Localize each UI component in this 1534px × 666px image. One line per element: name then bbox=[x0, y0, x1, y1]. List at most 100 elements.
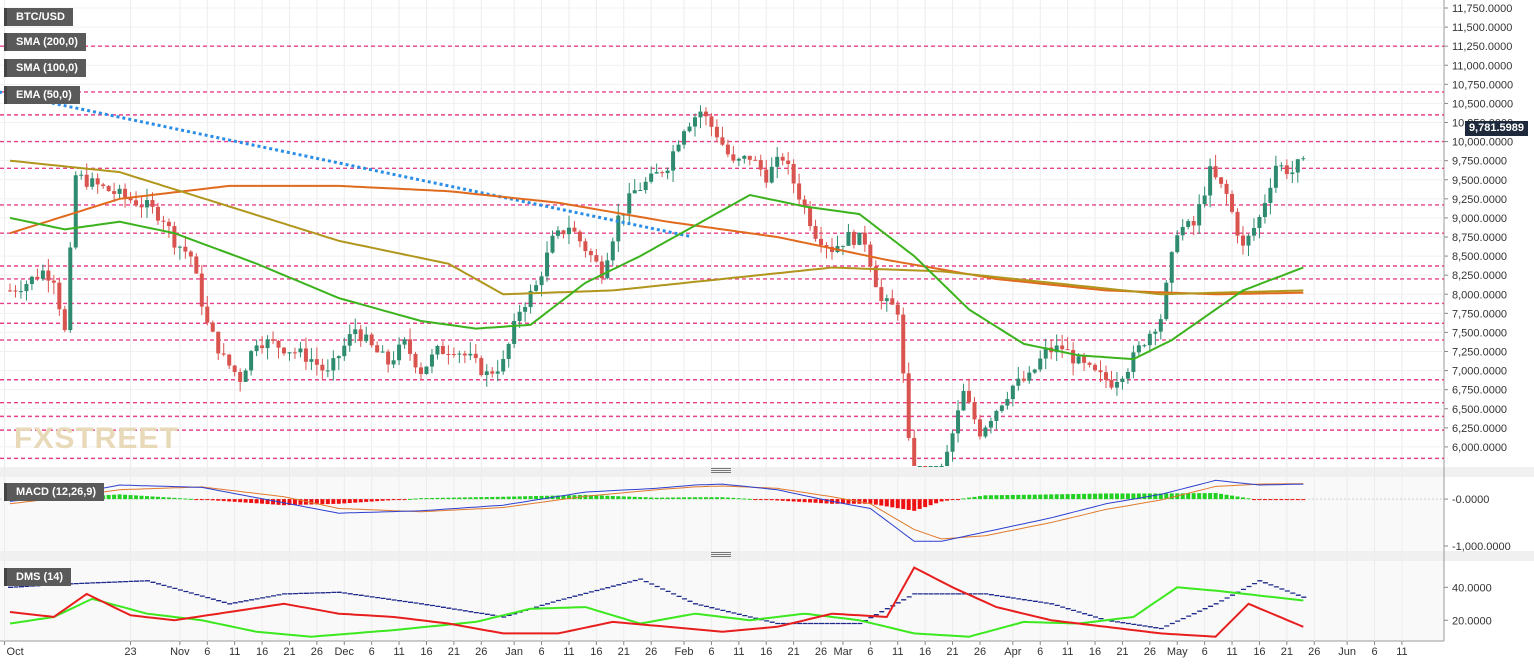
minus-di-line bbox=[9, 566, 1304, 638]
candle-body bbox=[588, 251, 593, 256]
legend-macd-label: MACD (12,26,9) bbox=[16, 486, 97, 498]
candle-body bbox=[18, 291, 23, 293]
macd-histogram-bar bbox=[419, 498, 423, 500]
candle-body bbox=[353, 329, 358, 335]
legend-btcusd[interactable]: BTC/USD bbox=[4, 8, 73, 26]
candle-body bbox=[391, 360, 396, 365]
xtick-label: 6 bbox=[1371, 646, 1377, 658]
macd-histogram-bar bbox=[561, 495, 566, 500]
candle-body bbox=[665, 170, 670, 174]
macd-histogram-bar bbox=[484, 497, 489, 500]
candle-body bbox=[1136, 345, 1141, 353]
macd-histogram-bar bbox=[698, 497, 703, 500]
macd-histogram-bar bbox=[1158, 493, 1163, 500]
macd-histogram-bar bbox=[682, 497, 687, 500]
macd-histogram-bar bbox=[1120, 493, 1125, 500]
macd-histogram-bar bbox=[731, 497, 736, 500]
candle-body bbox=[501, 358, 506, 372]
macd-histogram-bar bbox=[375, 499, 380, 502]
macd-histogram-bar bbox=[1191, 493, 1196, 500]
macd-histogram-bar bbox=[534, 496, 539, 500]
candle-body bbox=[29, 276, 34, 285]
candle-body bbox=[68, 247, 73, 331]
macd-histogram-bar bbox=[1016, 494, 1021, 500]
macd-histogram-bar bbox=[994, 495, 999, 500]
macd-histogram-bar bbox=[161, 497, 166, 500]
xtick-label: 16 bbox=[1089, 646, 1101, 658]
macd-histogram-bar bbox=[1043, 494, 1048, 500]
macd-histogram-bar bbox=[1010, 494, 1015, 500]
legend-dms[interactable]: DMS (14) bbox=[4, 568, 72, 586]
ytick-label: 9,250.0000 bbox=[1452, 194, 1507, 206]
ytick-label: 9,500.0000 bbox=[1452, 175, 1507, 187]
candle-body bbox=[155, 206, 160, 221]
macd-histogram-bar bbox=[660, 497, 665, 500]
legend-sma200[interactable]: SMA (200,0) bbox=[4, 33, 86, 51]
xtick-label: 21 bbox=[1116, 646, 1128, 658]
candle-body bbox=[51, 280, 56, 283]
candle-body bbox=[1005, 399, 1010, 406]
macd-histogram-bar bbox=[199, 499, 204, 501]
macd-histogram-bar bbox=[599, 495, 604, 500]
legend-ema50[interactable]: EMA (50,0) bbox=[4, 86, 80, 104]
candle-body bbox=[309, 359, 314, 362]
candle-body bbox=[1273, 165, 1278, 188]
ytick-label: 7,250.0000 bbox=[1452, 347, 1507, 359]
ytick-label: 7,500.0000 bbox=[1452, 327, 1507, 339]
macd-histogram-bar bbox=[819, 499, 824, 504]
dms-ytick-label: 40.0000 bbox=[1452, 582, 1492, 594]
macd-histogram-bar bbox=[336, 499, 341, 504]
xtick-label: 26 bbox=[645, 646, 657, 658]
macd-histogram-bar bbox=[155, 496, 160, 500]
legend-macd[interactable]: MACD (12,26,9) bbox=[4, 483, 105, 501]
macd-histogram-bar bbox=[594, 495, 599, 500]
candle-body bbox=[824, 245, 829, 247]
xtick-label: 6 bbox=[204, 646, 210, 658]
candle-body bbox=[150, 200, 155, 207]
candle-body bbox=[550, 235, 555, 253]
candle-body bbox=[484, 371, 489, 375]
macd-histogram-bar bbox=[523, 496, 528, 500]
candle-body bbox=[462, 353, 467, 356]
macd-histogram-bar bbox=[988, 495, 993, 500]
xtick-label: 6 bbox=[538, 646, 544, 658]
candle-body bbox=[1262, 202, 1267, 218]
candle-body bbox=[1246, 235, 1251, 246]
candle-body bbox=[687, 126, 692, 132]
candle-body bbox=[249, 351, 254, 371]
candle-body bbox=[1164, 282, 1169, 320]
macd-histogram-bar bbox=[545, 495, 550, 500]
macd-histogram-bar bbox=[539, 495, 544, 500]
pane-resize-handle-macd[interactable] bbox=[711, 468, 731, 473]
pane-resize-handle-dms[interactable] bbox=[711, 552, 731, 557]
macd-histogram-bar bbox=[802, 499, 807, 503]
macd-histogram-bar bbox=[884, 499, 889, 507]
xtick-label: 23 bbox=[124, 646, 136, 658]
candle-body bbox=[928, 466, 933, 467]
candle-body bbox=[1186, 221, 1191, 228]
candle-body bbox=[1224, 183, 1229, 194]
candle-body bbox=[79, 174, 84, 176]
macd-histogram-bar bbox=[473, 497, 478, 500]
macd-histogram-bar bbox=[265, 499, 270, 505]
candle-body bbox=[671, 151, 676, 171]
macd-histogram-bar bbox=[1180, 493, 1185, 500]
macd-histogram-bar bbox=[232, 499, 237, 502]
candle-body bbox=[325, 370, 330, 372]
dms-ytick-label: 20.0000 bbox=[1452, 615, 1492, 627]
candle-body bbox=[709, 116, 714, 127]
legend-sma100[interactable]: SMA (100,0) bbox=[4, 59, 86, 77]
fxstreet-watermark: FXSTREET bbox=[14, 422, 179, 455]
xtick-label: 11 bbox=[1396, 646, 1407, 658]
macd-histogram-bar bbox=[1060, 494, 1065, 500]
candle-body bbox=[939, 466, 944, 467]
candle-body bbox=[386, 351, 391, 365]
candle-body bbox=[1016, 378, 1021, 386]
candle-body bbox=[912, 437, 917, 466]
macd-histogram-bar bbox=[287, 499, 292, 506]
macd-histogram-bar bbox=[123, 494, 128, 500]
candle-body bbox=[605, 260, 610, 279]
macd-histogram-bar bbox=[846, 499, 851, 504]
candle-body bbox=[314, 359, 319, 365]
candle-body bbox=[945, 451, 950, 466]
